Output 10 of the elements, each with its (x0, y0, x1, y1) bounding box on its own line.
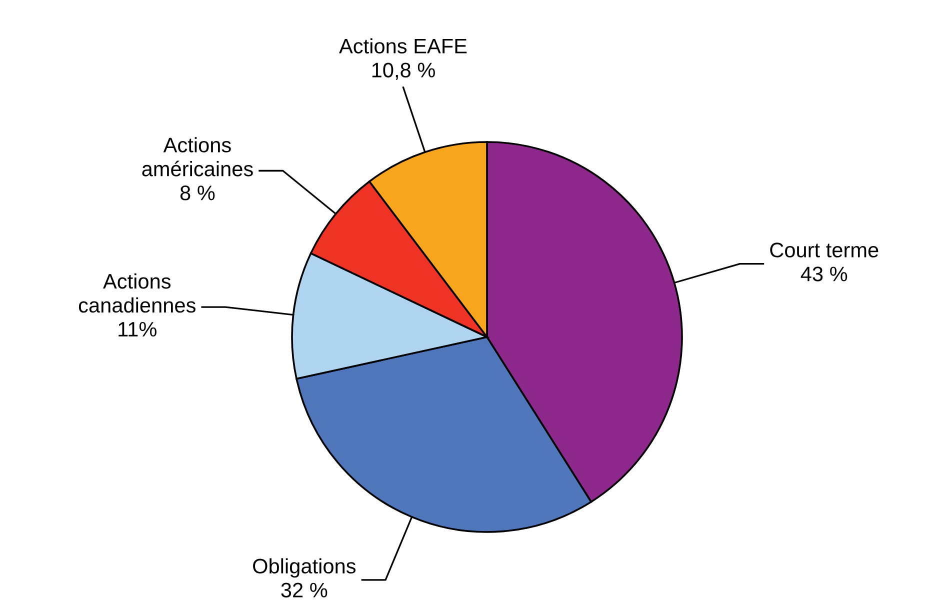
data-label: 43 % (800, 266, 848, 282)
slice-label: Actions américaines (142, 137, 253, 176)
slice-label: Actions canadiennes (78, 273, 196, 313)
slice-label: Obligations (253, 558, 356, 578)
slice-label: Actions EAFE (339, 38, 467, 54)
data-label: 10,8 % (372, 62, 435, 80)
data-label: 32 % (281, 582, 328, 598)
data-label: 11% (118, 322, 156, 337)
slice-label: Court terme (770, 242, 878, 258)
data-label: 8 % (180, 186, 215, 200)
